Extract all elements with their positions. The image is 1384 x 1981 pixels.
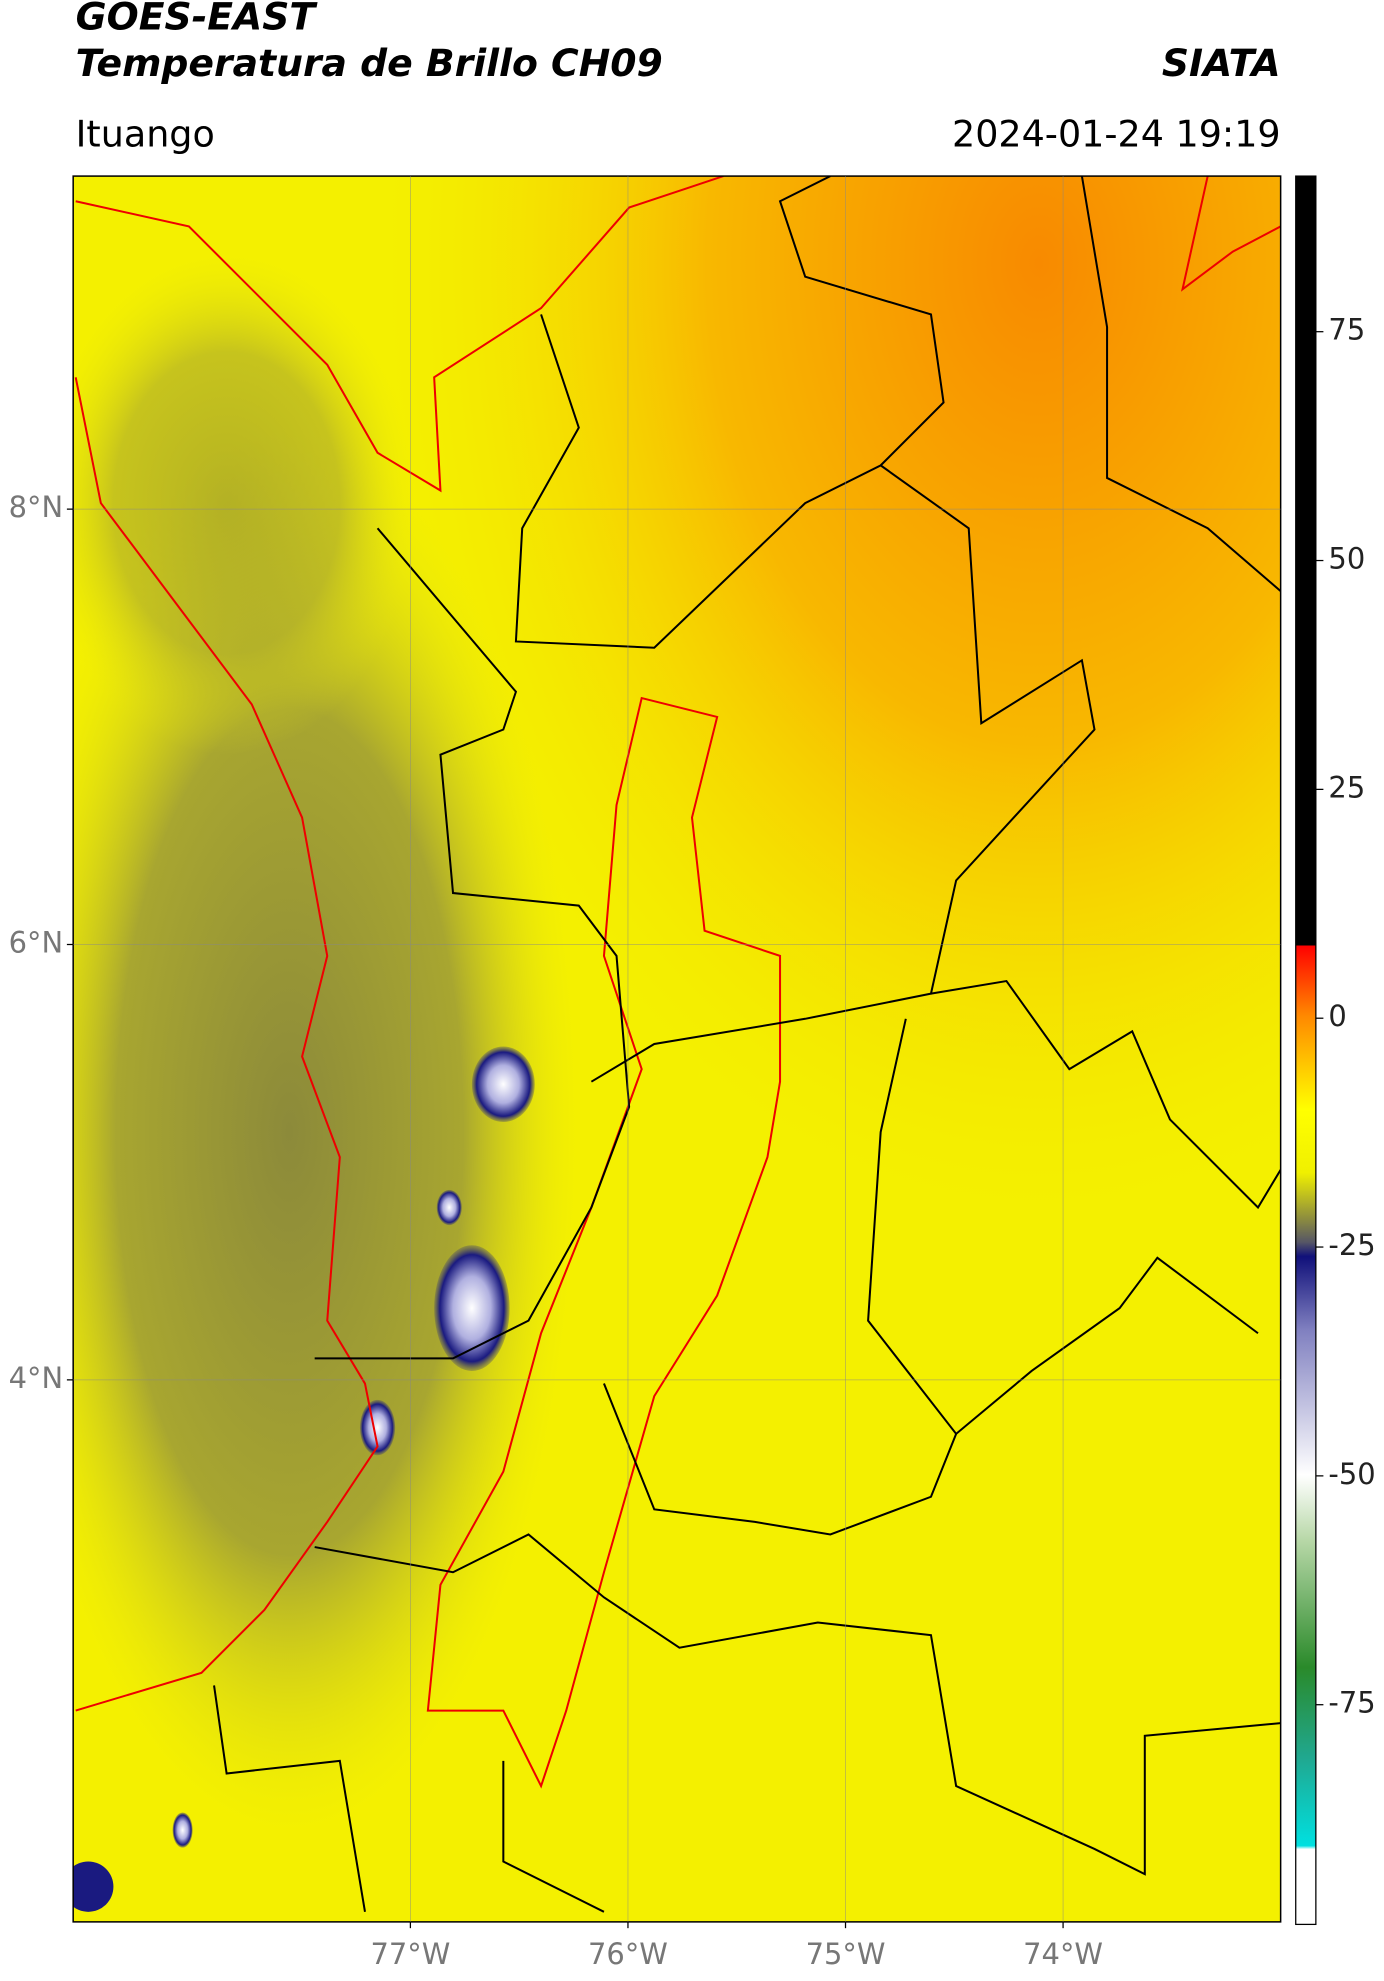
- lon-tick-label: 77°W: [370, 1937, 450, 1971]
- brand: SIATA: [1162, 41, 1281, 85]
- colorbar-tick-label: -25: [1328, 1228, 1375, 1262]
- colorbar-tick-label: -75: [1328, 1686, 1375, 1720]
- lon-tick-label: 76°W: [588, 1937, 668, 1971]
- colorbar-tick-label: 75: [1328, 313, 1365, 347]
- colorbar: [1295, 175, 1317, 1926]
- location: Ituango: [76, 112, 215, 155]
- lat-tick-label: 6°N: [9, 926, 63, 960]
- map-frame: [72, 175, 1282, 1923]
- map-image: [73, 176, 1281, 1922]
- colorbar-tick-label: 25: [1328, 770, 1365, 804]
- timestamp: 2024-01-24 19:19: [952, 112, 1281, 155]
- lon-tick-label: 74°W: [1023, 1937, 1103, 1971]
- lat-tick-label: 4°N: [9, 1361, 63, 1395]
- colorbar-tick-label: -50: [1328, 1457, 1375, 1491]
- title: GOES-EAST: [76, 0, 319, 38]
- subtitle: Temperatura de Brillo CH09: [76, 41, 663, 85]
- lon-tick-label: 75°W: [806, 1937, 886, 1971]
- colorbar-tick-label: 0: [1328, 999, 1346, 1033]
- colorbar-tick-label: 50: [1328, 542, 1365, 576]
- lat-tick-label: 8°N: [9, 490, 63, 524]
